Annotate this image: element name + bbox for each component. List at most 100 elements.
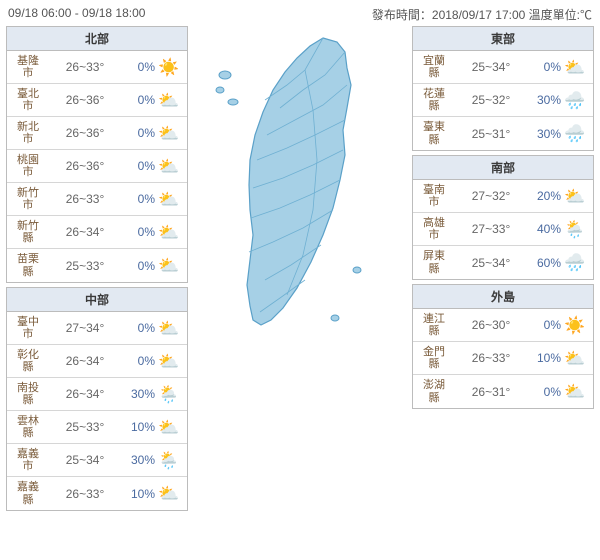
sunny-icon: ☀️ bbox=[155, 59, 183, 76]
left-column: 北部基隆 市26~33°0%☀️臺北 市26~36°0%⛅新北 市26~36°0… bbox=[6, 26, 188, 515]
location-name: 彰化 縣 bbox=[11, 349, 45, 373]
forecast-row[interactable]: 嘉義 市25~34°30%🌦️ bbox=[7, 444, 187, 477]
cloudy-icon: ⛅ bbox=[155, 353, 183, 370]
precip-probability: 0% bbox=[125, 321, 155, 335]
temperature-range: 27~33° bbox=[451, 222, 531, 236]
region-header: 中部 bbox=[7, 288, 187, 312]
location-name: 臺北 市 bbox=[11, 88, 45, 112]
location-name: 花蓮 縣 bbox=[417, 88, 451, 112]
region-外島: 外島連江 縣26~30°0%☀️金門 縣26~33°10%⛅澎湖 縣26~31°… bbox=[412, 284, 594, 409]
temperature-range: 26~34° bbox=[45, 225, 125, 239]
precip-probability: 60% bbox=[531, 256, 561, 270]
cloudy-icon: ⛅ bbox=[561, 188, 589, 205]
issued-label: 發布時間： bbox=[372, 8, 432, 22]
region-北部: 北部基隆 市26~33°0%☀️臺北 市26~36°0%⛅新北 市26~36°0… bbox=[6, 26, 188, 283]
region-南部: 南部臺南 市27~32°20%⛅高雄 市27~33°40%🌦️屏東 縣25~34… bbox=[412, 155, 594, 280]
forecast-row[interactable]: 金門 縣26~33°10%⛅ bbox=[413, 342, 593, 375]
forecast-row[interactable]: 基隆 市26~33°0%☀️ bbox=[7, 51, 187, 84]
temperature-range: 26~33° bbox=[451, 351, 531, 365]
precip-probability: 0% bbox=[125, 354, 155, 368]
weather-page: 09/18 06:00 - 09/18 18:00 發布時間：2018/09/1… bbox=[0, 0, 600, 560]
temperature-range: 26~33° bbox=[45, 487, 125, 501]
region-東部: 東部宜蘭 縣25~34°0%⛅花蓮 縣25~32°30%🌧️臺東 縣25~31°… bbox=[412, 26, 594, 151]
cloudy-icon: ⛅ bbox=[155, 92, 183, 109]
forecast-row[interactable]: 連江 縣26~30°0%☀️ bbox=[413, 309, 593, 342]
precip-probability: 20% bbox=[531, 189, 561, 203]
forecast-row[interactable]: 高雄 市27~33°40%🌦️ bbox=[413, 213, 593, 246]
cloudy-icon: ⛅ bbox=[155, 485, 183, 502]
rain-icon: 🌧️ bbox=[561, 254, 589, 271]
time-range: 09/18 06:00 - 09/18 18:00 bbox=[8, 6, 145, 23]
precip-probability: 30% bbox=[531, 127, 561, 141]
precip-probability: 0% bbox=[125, 225, 155, 239]
precip-probability: 0% bbox=[125, 126, 155, 140]
forecast-row[interactable]: 嘉義 縣26~33°10%⛅ bbox=[7, 477, 187, 510]
location-name: 新北 市 bbox=[11, 121, 45, 145]
forecast-row[interactable]: 臺中 市27~34°0%⛅ bbox=[7, 312, 187, 345]
right-column: 東部宜蘭 縣25~34°0%⛅花蓮 縣25~32°30%🌧️臺東 縣25~31°… bbox=[412, 26, 594, 413]
temperature-range: 26~34° bbox=[45, 387, 125, 401]
cloudy-icon: ⛅ bbox=[155, 224, 183, 241]
location-name: 臺東 縣 bbox=[417, 121, 451, 145]
precip-probability: 10% bbox=[531, 351, 561, 365]
forecast-row[interactable]: 新北 市26~36°0%⛅ bbox=[7, 117, 187, 150]
map-outline[interactable] bbox=[247, 38, 351, 325]
forecast-row[interactable]: 屏東 縣25~34°60%🌧️ bbox=[413, 246, 593, 279]
temperature-range: 26~30° bbox=[451, 318, 531, 332]
precip-probability: 40% bbox=[531, 222, 561, 236]
cloudy-icon: ⛅ bbox=[155, 320, 183, 337]
forecast-row[interactable]: 雲林 縣25~33°10%⛅ bbox=[7, 411, 187, 444]
cloudy-icon: ⛅ bbox=[561, 350, 589, 367]
temperature-range: 26~33° bbox=[45, 60, 125, 74]
forecast-row[interactable]: 苗栗 縣25~33°0%⛅ bbox=[7, 249, 187, 282]
precip-probability: 0% bbox=[125, 93, 155, 107]
temperature-range: 25~34° bbox=[451, 256, 531, 270]
rain-icon: 🌧️ bbox=[561, 92, 589, 109]
temperature-range: 27~34° bbox=[45, 321, 125, 335]
forecast-row[interactable]: 臺東 縣25~31°30%🌧️ bbox=[413, 117, 593, 150]
location-name: 嘉義 縣 bbox=[11, 481, 45, 505]
forecast-row[interactable]: 南投 縣26~34°30%🌦️ bbox=[7, 378, 187, 411]
forecast-row[interactable]: 桃園 市26~36°0%⛅ bbox=[7, 150, 187, 183]
forecast-row[interactable]: 臺北 市26~36°0%⛅ bbox=[7, 84, 187, 117]
temperature-range: 26~36° bbox=[45, 93, 125, 107]
cloudy-icon: ⛅ bbox=[155, 125, 183, 142]
issued-time: 2018/09/17 17:00 bbox=[432, 8, 525, 22]
location-name: 南投 縣 bbox=[11, 382, 45, 406]
temperature-range: 25~33° bbox=[45, 259, 125, 273]
cloudy-icon: ⛅ bbox=[561, 59, 589, 76]
cloudy-icon: ⛅ bbox=[155, 257, 183, 274]
precip-probability: 30% bbox=[125, 387, 155, 401]
forecast-row[interactable]: 彰化 縣26~34°0%⛅ bbox=[7, 345, 187, 378]
region-header: 外島 bbox=[413, 285, 593, 309]
forecast-row[interactable]: 臺南 市27~32°20%⛅ bbox=[413, 180, 593, 213]
location-name: 雲林 縣 bbox=[11, 415, 45, 439]
location-name: 高雄 市 bbox=[417, 217, 451, 241]
location-name: 苗栗 縣 bbox=[11, 253, 45, 277]
precip-probability: 0% bbox=[125, 192, 155, 206]
location-name: 臺南 市 bbox=[417, 184, 451, 208]
temperature-range: 25~31° bbox=[451, 127, 531, 141]
forecast-row[interactable]: 花蓮 縣25~32°30%🌧️ bbox=[413, 84, 593, 117]
temperature-range: 27~32° bbox=[451, 189, 531, 203]
forecast-row[interactable]: 澎湖 縣26~31°0%⛅ bbox=[413, 375, 593, 408]
temperature-range: 25~33° bbox=[45, 420, 125, 434]
forecast-row[interactable]: 新竹 縣26~34°0%⛅ bbox=[7, 216, 187, 249]
shower-icon: 🌦️ bbox=[155, 386, 183, 403]
location-name: 澎湖 縣 bbox=[417, 379, 451, 403]
sunny-icon: ☀️ bbox=[561, 317, 589, 334]
temperature-range: 26~33° bbox=[45, 192, 125, 206]
location-name: 宜蘭 縣 bbox=[417, 55, 451, 79]
cloudy-icon: ⛅ bbox=[561, 383, 589, 400]
forecast-row[interactable]: 新竹 市26~33°0%⛅ bbox=[7, 183, 187, 216]
forecast-row[interactable]: 宜蘭 縣25~34°0%⛅ bbox=[413, 51, 593, 84]
region-中部: 中部臺中 市27~34°0%⛅彰化 縣26~34°0%⛅南投 縣26~34°30… bbox=[6, 287, 188, 511]
taiwan-map bbox=[195, 30, 400, 340]
precip-probability: 30% bbox=[531, 93, 561, 107]
region-header: 北部 bbox=[7, 27, 187, 51]
location-name: 連江 縣 bbox=[417, 313, 451, 337]
cloudy-icon: ⛅ bbox=[155, 191, 183, 208]
temperature-range: 25~32° bbox=[451, 93, 531, 107]
location-name: 新竹 市 bbox=[11, 187, 45, 211]
location-name: 金門 縣 bbox=[417, 346, 451, 370]
